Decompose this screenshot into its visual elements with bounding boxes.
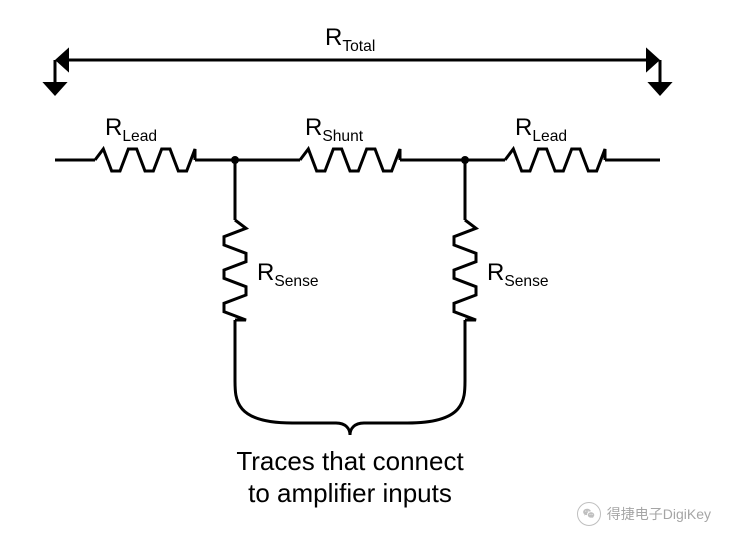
- label-r-lead-right: RLead: [515, 114, 567, 145]
- label-r-lead-left: RLead: [105, 114, 157, 145]
- watermark-text: 得捷电子DigiKey: [607, 504, 711, 524]
- label-r-sense-left: RSense: [257, 259, 319, 290]
- watermark: 得捷电子DigiKey: [577, 502, 711, 526]
- brace: [235, 380, 465, 435]
- label-r-sense-right: RSense: [487, 259, 549, 290]
- label-r-shunt: RShunt: [305, 114, 364, 145]
- wechat-icon: [577, 502, 601, 526]
- circuit-diagram: RTotal RLead RShunt RLead RSense RSense Traces…: [0, 0, 729, 544]
- label-r-total: RTotal: [325, 24, 375, 55]
- caption-line2: to amplifier inputs: [248, 478, 452, 508]
- caption-line1: Traces that connect: [236, 446, 464, 476]
